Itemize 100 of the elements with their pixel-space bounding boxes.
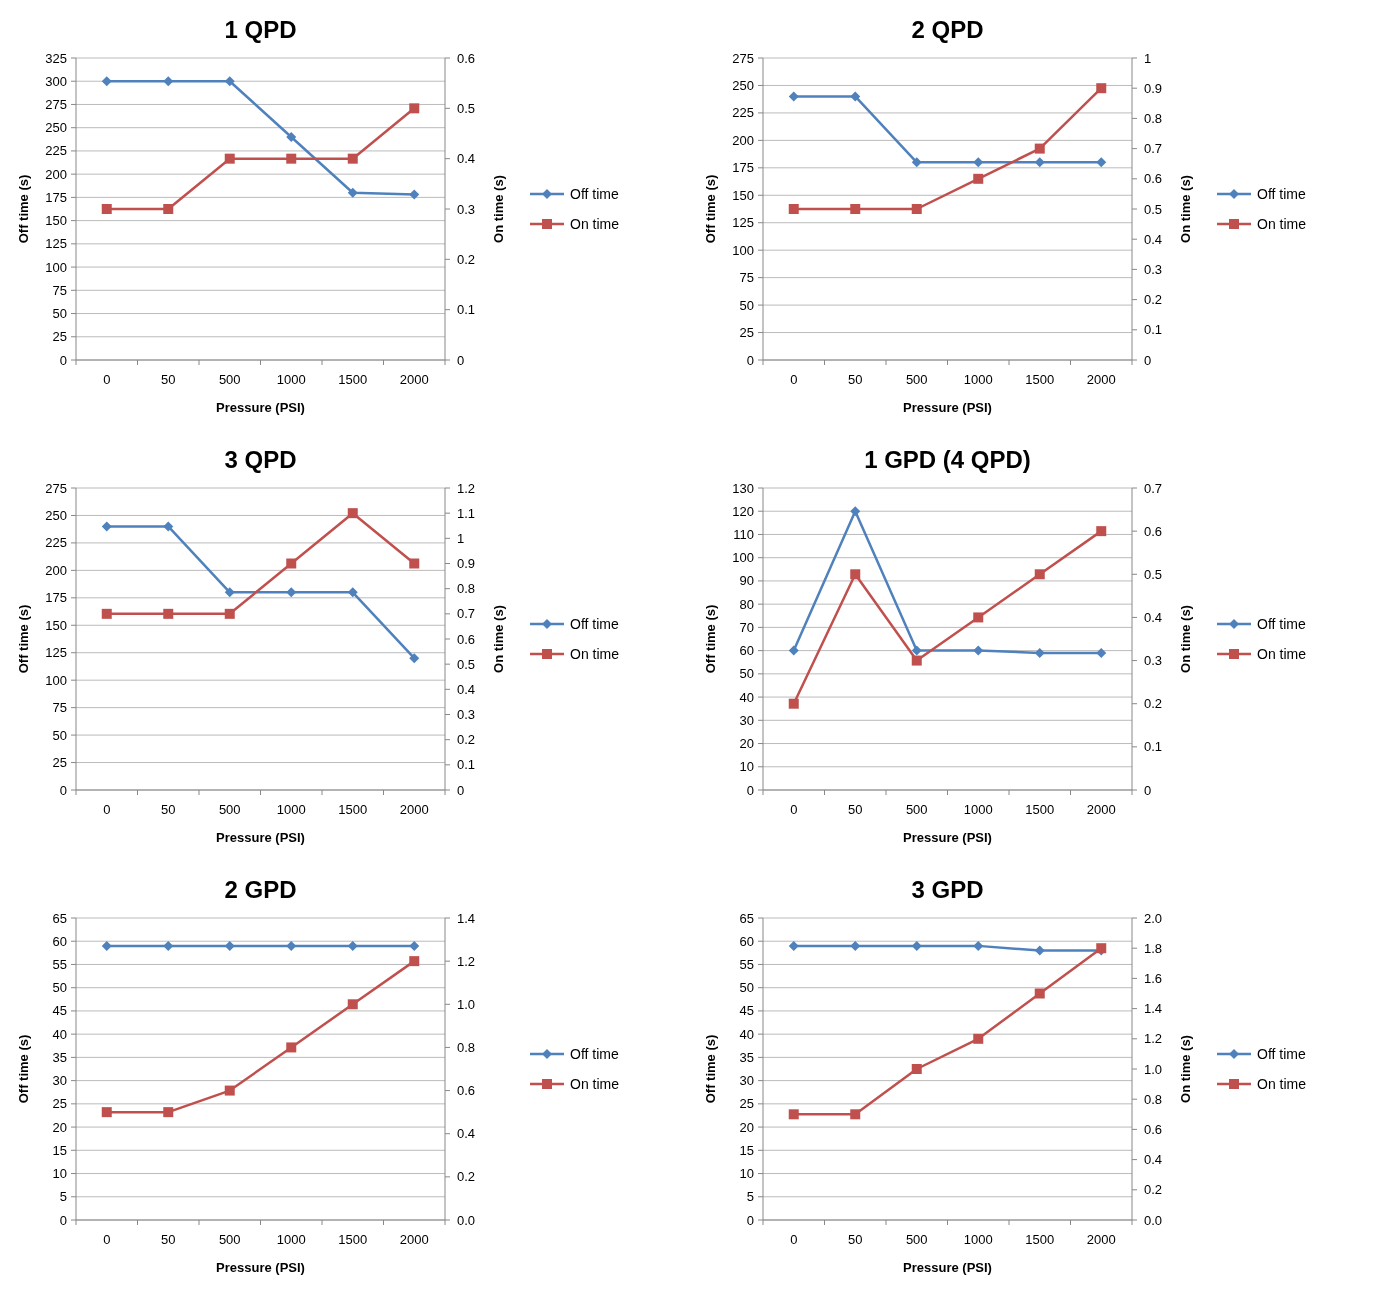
y-tick-label: 30 — [52, 1073, 67, 1089]
y2-tick-label: 0.3 — [457, 201, 476, 217]
x-tick-label: 500 — [905, 372, 928, 387]
y-tick-label: 120 — [732, 503, 754, 519]
y-tick-label: 60 — [52, 933, 67, 949]
x-tick-label: 500 — [905, 1232, 928, 1247]
y2-tick-label: 0.0 — [457, 1212, 476, 1228]
x-tick-label: 0 — [790, 802, 798, 817]
y-tick-label: 300 — [45, 73, 67, 89]
y-tick-label: 325 — [45, 50, 67, 66]
legend-label: On time — [1257, 215, 1307, 232]
y2-tick-label: 0.6 — [457, 50, 476, 66]
y-tick-label: 10 — [739, 759, 754, 775]
y2-tick-label: 2.0 — [1144, 910, 1163, 926]
x-tick-label: 1500 — [1025, 372, 1055, 387]
y-tick-label: 30 — [739, 1073, 754, 1089]
x-tick-label: 2000 — [1086, 372, 1116, 387]
x-tick-label: 1000 — [276, 802, 306, 817]
x-tick-label: 1000 — [963, 1232, 993, 1247]
y2-tick-label: 0.1 — [1144, 739, 1163, 755]
y-tick-label: 25 — [739, 325, 754, 341]
y-tick-label: 20 — [52, 1119, 67, 1135]
y-axis-title: Off time (s) — [703, 604, 718, 674]
y2-tick-label: 1.6 — [1144, 970, 1163, 986]
y-tick-label: 100 — [45, 672, 67, 688]
chart-title: 2 GPD — [224, 876, 297, 903]
y2-tick-label: 0.7 — [1144, 480, 1163, 496]
x-tick-label: 0 — [103, 802, 111, 817]
y-tick-label: 30 — [739, 712, 754, 728]
y-tick-label: 45 — [52, 1003, 67, 1019]
legend-label: On time — [570, 645, 620, 662]
y-tick-label: 0 — [746, 1212, 754, 1228]
point — [1034, 143, 1045, 154]
x-tick-label: 50 — [848, 1232, 863, 1247]
legend-label: On time — [1257, 1075, 1307, 1092]
x-tick-label: 50 — [161, 802, 176, 817]
point — [224, 153, 235, 164]
chart-title: 1 QPD — [224, 16, 297, 43]
point — [850, 204, 861, 214]
y-tick-label: 10 — [52, 1166, 67, 1182]
legend-label: On time — [570, 215, 620, 232]
y2-tick-label: 1.1 — [457, 505, 476, 521]
y2-tick-label: 0.8 — [457, 1039, 476, 1055]
y-tick-label: 65 — [739, 910, 754, 926]
y2-tick-label: 0.4 — [457, 151, 476, 167]
y-tick-label: 70 — [739, 619, 754, 635]
y-tick-label: 25 — [52, 1096, 67, 1112]
x-axis-title: Pressure (PSI) — [216, 400, 305, 415]
point — [973, 1033, 984, 1044]
y-tick-label: 50 — [52, 980, 67, 996]
y-tick-label: 250 — [732, 78, 754, 93]
x-axis-title: Pressure (PSI) — [216, 830, 305, 845]
point — [163, 1107, 174, 1118]
y2-tick-label: 0.1 — [457, 757, 476, 773]
x-tick-label: 1500 — [1025, 1232, 1055, 1247]
y-tick-label: 125 — [732, 215, 754, 231]
y-tick-label: 40 — [52, 1026, 67, 1042]
y-tick-label: 50 — [739, 666, 754, 682]
y-tick-label: 100 — [732, 242, 754, 258]
y2-tick-label: 0.4 — [1144, 1152, 1163, 1168]
y-tick-label: 5 — [59, 1189, 67, 1205]
y-tick-label: 20 — [739, 1119, 754, 1135]
point — [101, 608, 112, 619]
y-axis-title: Off time (s) — [703, 174, 718, 244]
point — [911, 645, 922, 656]
y2-axis-title: On time (s) — [491, 175, 506, 243]
point — [101, 1107, 112, 1118]
point — [286, 1042, 297, 1053]
x-axis-title: Pressure (PSI) — [903, 1260, 992, 1275]
y2-tick-label: 0.2 — [1144, 1182, 1163, 1198]
x-tick-label: 2000 — [399, 1232, 429, 1247]
point — [163, 76, 174, 87]
y2-tick-label: 0.6 — [1144, 523, 1163, 539]
y2-tick-label: 0.5 — [1144, 201, 1163, 217]
y-tick-label: 125 — [45, 236, 67, 252]
y-tick-label: 90 — [739, 573, 754, 589]
y2-tick-label: 0.5 — [457, 656, 476, 672]
y2-axis-title: On time (s) — [1178, 605, 1193, 673]
y2-tick-label: 0.3 — [1144, 261, 1163, 277]
y2-axis-title: On time (s) — [1178, 1035, 1193, 1103]
point — [788, 645, 799, 656]
point — [224, 608, 235, 619]
y-axis-title: Off time (s) — [16, 174, 31, 244]
y2-tick-label: 0.1 — [1144, 322, 1163, 338]
y-tick-label: 275 — [45, 480, 67, 496]
y-tick-label: 110 — [733, 527, 754, 543]
x-tick-label: 2000 — [399, 372, 429, 387]
y-tick-label: 0 — [746, 782, 754, 798]
point — [347, 587, 358, 598]
y-tick-label: 130 — [732, 480, 754, 496]
y-tick-label: 200 — [45, 562, 67, 578]
point — [850, 506, 861, 517]
x-tick-label: 500 — [218, 802, 241, 817]
legend-label: On time — [570, 1075, 620, 1092]
legend-label: Off time — [570, 185, 619, 202]
x-tick-label: 500 — [905, 802, 928, 817]
y2-tick-label: 0.6 — [1144, 1121, 1163, 1137]
x-tick-label: 50 — [161, 1232, 176, 1247]
y-tick-label: 100 — [732, 550, 754, 566]
y-tick-label: 75 — [52, 282, 67, 298]
